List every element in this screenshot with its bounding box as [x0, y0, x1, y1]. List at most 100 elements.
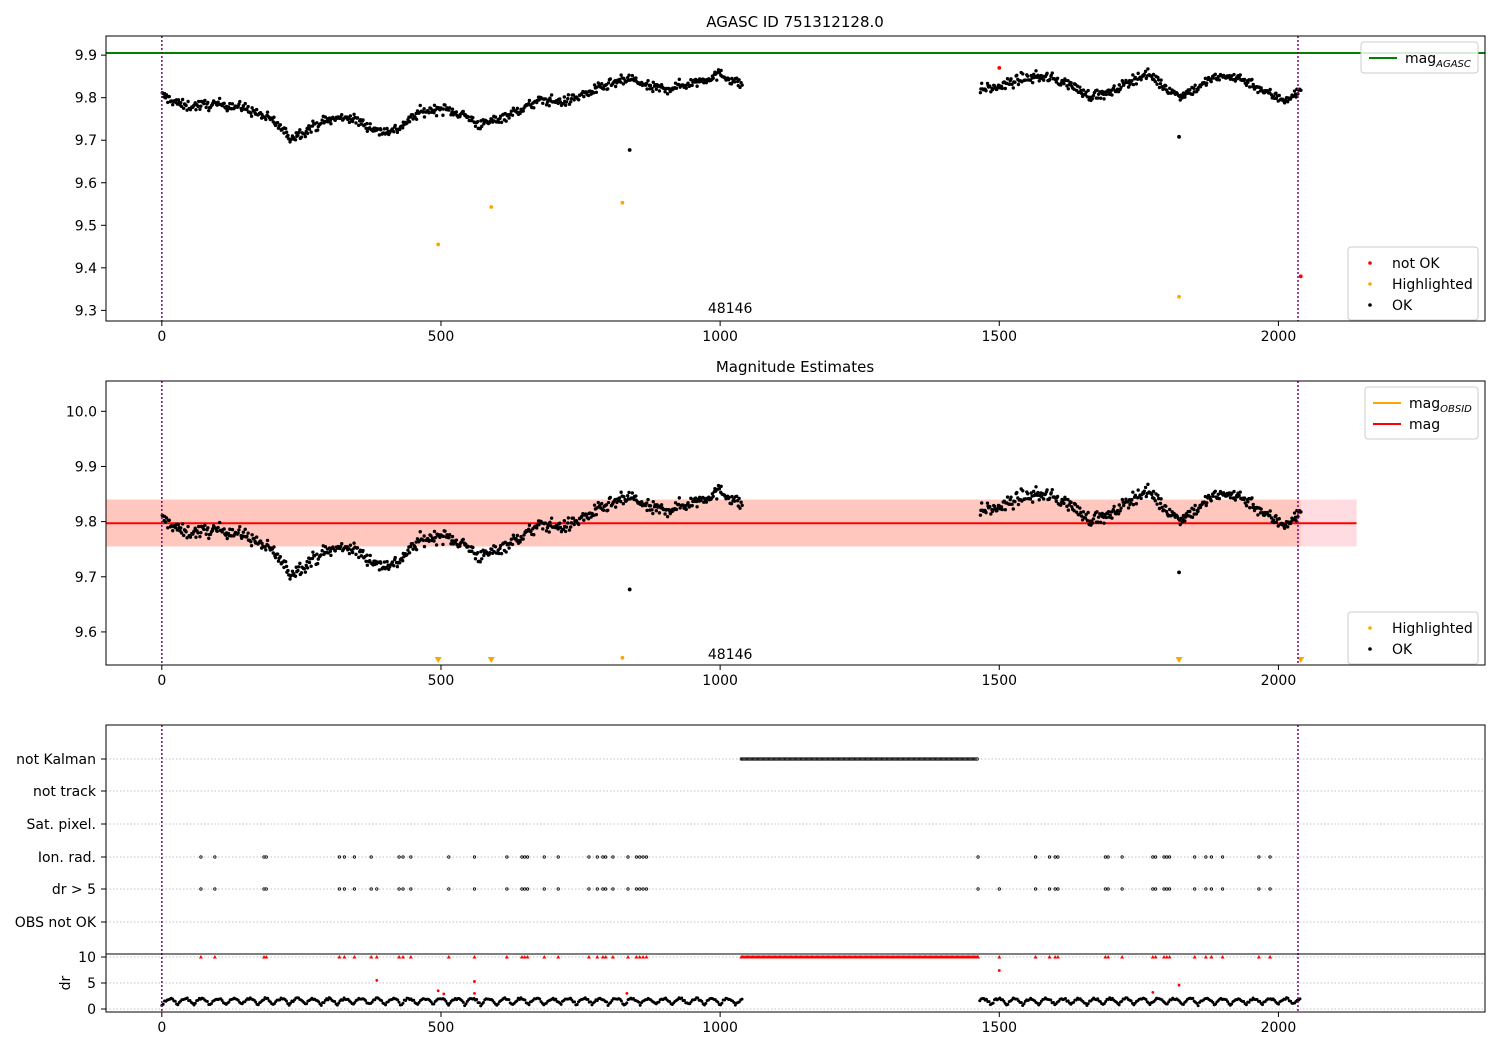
ok-point — [1021, 489, 1025, 493]
ok-point — [1126, 85, 1131, 89]
ok-point — [1013, 80, 1017, 84]
ok-point — [566, 97, 570, 101]
dr-point — [220, 999, 224, 1003]
ok-point — [1045, 488, 1049, 492]
y-tick-label: 9.9 — [75, 48, 97, 64]
ion-rad-flag — [264, 855, 268, 859]
dr-gt-5-flag — [587, 887, 591, 891]
ok-point — [1023, 497, 1028, 501]
ok-point — [1213, 72, 1218, 76]
ok-point — [1109, 510, 1114, 514]
dr-gt-5-flag — [525, 887, 530, 891]
dr-point — [363, 999, 367, 1003]
ok-point — [497, 120, 501, 124]
ok-point — [1069, 500, 1073, 505]
ok-point — [558, 521, 562, 525]
ok-point — [1116, 512, 1121, 516]
ok-point — [216, 525, 220, 530]
ok-point — [596, 500, 600, 505]
ok-point — [450, 107, 455, 111]
legend-box — [1347, 246, 1479, 321]
ok-point — [207, 108, 211, 113]
ok-point — [1015, 73, 1019, 77]
ok-point — [1029, 491, 1033, 495]
dr-gt-5-flag — [337, 887, 341, 891]
ok-point — [1164, 84, 1168, 88]
ok-point — [171, 102, 175, 107]
ok-point — [198, 107, 202, 111]
ok-point — [1193, 503, 1197, 508]
off-scale-highlighted-marker — [1175, 657, 1183, 663]
ok-point — [252, 536, 256, 541]
ok-point — [1078, 85, 1082, 89]
dr-point — [176, 1003, 180, 1007]
legend-box — [1360, 41, 1479, 74]
legend-label: Highlighted — [1392, 621, 1473, 637]
ok-point — [377, 568, 382, 572]
ok-point — [1160, 505, 1164, 510]
ok-point — [621, 82, 626, 86]
ok-point — [1198, 505, 1203, 510]
ok-point — [1282, 101, 1287, 105]
ok-point — [286, 568, 290, 573]
ok-point — [529, 529, 533, 533]
ok-point — [1183, 95, 1187, 99]
ok-point — [243, 527, 247, 531]
dr-clipped-marker — [542, 955, 547, 959]
ok-point — [171, 529, 175, 533]
ok-point — [1213, 489, 1218, 493]
dr-clipped-marker — [1164, 955, 1169, 959]
ok-point — [648, 83, 653, 88]
ok-point — [1079, 88, 1083, 93]
ion-rad-flag — [1220, 855, 1225, 859]
ok-point — [368, 122, 372, 126]
legend-bottom-right: not OK Highlighted OK — [1347, 246, 1479, 321]
legend-label: not OK — [1392, 256, 1440, 272]
ion-rad-flag — [1204, 855, 1208, 859]
dr-gt-5-flag — [342, 887, 346, 891]
ok-point — [995, 508, 999, 513]
ok-point — [617, 496, 622, 500]
dr-point — [1104, 1000, 1108, 1004]
ok-point — [1155, 82, 1159, 86]
ok-point — [1299, 510, 1303, 514]
ok-point — [740, 83, 744, 87]
ok-point — [509, 109, 514, 113]
ok-point — [433, 108, 437, 112]
legend-dot-swatch — [1368, 626, 1372, 630]
ion-rad-flag — [199, 855, 203, 859]
dr-point — [720, 1001, 724, 1005]
ok-point — [601, 87, 606, 91]
dr-point — [515, 999, 519, 1003]
dr-point — [1051, 1000, 1055, 1004]
ok-point — [348, 543, 353, 547]
ok-point — [704, 500, 709, 504]
ok-point — [395, 564, 400, 569]
ok-point — [1131, 82, 1136, 87]
ok-point — [617, 77, 622, 82]
ok-point — [606, 87, 610, 91]
ok-point — [613, 505, 618, 509]
ok-point — [1151, 489, 1156, 494]
ok-point — [1091, 517, 1096, 521]
dr-gt-5-flag — [641, 887, 645, 891]
ok-point — [406, 548, 410, 552]
dr-clipped-marker — [519, 955, 524, 959]
ok-point — [558, 97, 562, 101]
dr-point — [461, 1000, 465, 1004]
ok-point — [414, 111, 418, 116]
legend-dot-swatch — [1368, 261, 1372, 265]
dr-point — [1022, 1002, 1026, 1006]
dr-point — [680, 996, 684, 1000]
dr-point — [554, 997, 558, 1001]
x-tick-label: 1500 — [981, 1020, 1017, 1036]
ok-point — [730, 494, 734, 499]
ok-point — [1098, 520, 1103, 525]
ok-point — [284, 130, 289, 134]
dr-gt-5-flag — [264, 887, 268, 891]
dr-clipped-marker — [397, 955, 402, 959]
ok-point — [1146, 67, 1150, 71]
ok-point — [488, 119, 492, 124]
ok-point — [408, 544, 413, 549]
dr-point — [1049, 998, 1053, 1002]
